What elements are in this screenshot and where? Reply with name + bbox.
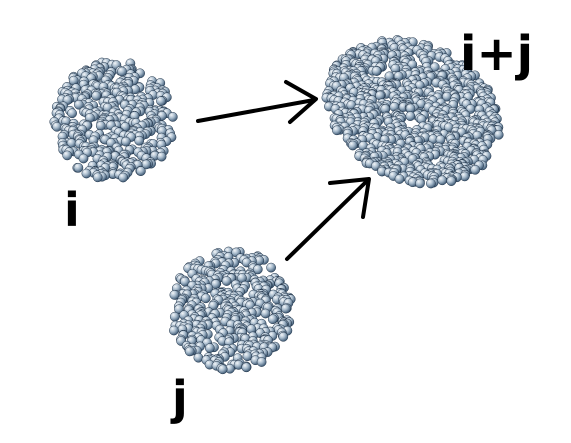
label-j: j <box>170 371 188 425</box>
particle <box>446 176 457 186</box>
particle <box>73 162 84 173</box>
particle <box>278 331 289 342</box>
particle <box>260 308 271 319</box>
particle <box>266 262 276 273</box>
particle <box>267 314 278 325</box>
particle <box>332 125 342 136</box>
particle <box>62 150 73 161</box>
particle <box>437 175 448 186</box>
particle <box>167 112 178 122</box>
particle <box>118 172 128 183</box>
particle-cluster-i <box>49 57 178 183</box>
particle <box>204 343 215 353</box>
particle <box>241 362 252 373</box>
arrow-j-to-merged <box>285 177 371 261</box>
particle <box>217 364 228 375</box>
particle <box>169 325 179 336</box>
particle <box>92 172 103 183</box>
particle <box>470 164 481 175</box>
particle <box>221 276 232 286</box>
particle <box>156 151 167 162</box>
particle <box>200 293 211 304</box>
particle <box>415 178 425 189</box>
particle <box>426 178 436 189</box>
particle <box>67 108 77 119</box>
particle <box>74 99 84 110</box>
particle <box>81 168 92 179</box>
particle <box>136 166 146 176</box>
particle <box>394 174 405 184</box>
particle <box>156 96 166 106</box>
label-i: i <box>64 183 80 237</box>
particle <box>256 357 267 367</box>
particle <box>52 121 62 132</box>
particle <box>95 120 106 131</box>
particle <box>347 140 358 151</box>
particle <box>405 111 416 121</box>
particle <box>121 136 131 147</box>
arrow-i-to-merged <box>196 80 318 124</box>
particle <box>117 66 127 77</box>
particle <box>134 135 145 146</box>
particle <box>169 311 180 322</box>
particle <box>91 91 102 101</box>
particle-cluster-merged <box>321 35 504 189</box>
particle <box>371 66 382 76</box>
particle <box>252 264 263 275</box>
particle <box>169 290 180 300</box>
particle <box>78 153 89 164</box>
label-merged: i+j <box>460 26 533 82</box>
particle-cluster-j <box>169 246 296 375</box>
particle <box>184 346 195 357</box>
particle <box>280 303 291 314</box>
particle <box>493 129 504 140</box>
